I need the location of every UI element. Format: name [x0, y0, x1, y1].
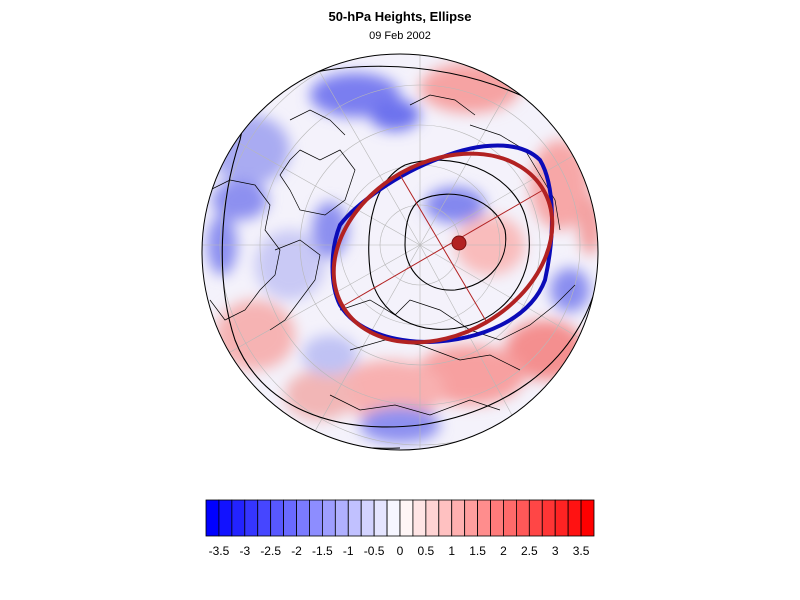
colorbar-tick-label: -2	[291, 544, 302, 558]
colorbar-tick-label: -1	[343, 544, 354, 558]
colorbar-swatch	[334, 499, 349, 537]
coast-eurasia	[339, 284, 576, 341]
colorbar-tick-label: 2	[500, 544, 507, 558]
meridian	[309, 54, 421, 246]
colorbar-swatch	[412, 499, 427, 537]
colorbar-tick-label: -0.5	[364, 544, 385, 558]
colorbar-swatch	[425, 499, 440, 537]
coast-north-america	[209, 179, 281, 321]
anomaly-positive-region	[285, 370, 355, 420]
colorbar-swatch	[205, 499, 220, 537]
colorbar-tick-label: 1	[448, 544, 455, 558]
colorbar-tick-label: 0	[397, 544, 404, 558]
coast-europe-asia	[349, 339, 521, 371]
anomaly-negative-region	[302, 335, 358, 375]
colorbar-swatch	[218, 499, 233, 537]
colorbar-swatch	[567, 499, 582, 537]
meridian	[224, 134, 421, 246]
ellipse-minor-axis	[399, 174, 487, 322]
globe-outline	[201, 53, 599, 451]
colorbar-swatch	[309, 499, 323, 537]
colorbar-tick-label: -3.5	[209, 544, 230, 558]
colorbar-swatch	[451, 499, 466, 537]
colorbar-tick-label: 2.5	[521, 544, 538, 558]
colorbar-swatch	[347, 499, 362, 537]
colorbar-swatch	[516, 499, 530, 537]
anomaly-negative-region	[360, 407, 440, 443]
map-date: 09 Feb 2002	[369, 30, 431, 42]
anomaly-positive-region	[530, 140, 590, 230]
ellipse-axes	[342, 174, 544, 322]
coast-north-africa	[329, 394, 501, 416]
colorbar-swatch	[580, 499, 595, 537]
height-contour-core	[404, 193, 507, 291]
fitted-ellipse	[331, 151, 555, 345]
meridian	[309, 244, 421, 441]
colorbar-swatch	[231, 499, 246, 537]
colorbar-tick-label: -2.5	[260, 544, 281, 558]
colorbar-swatch	[296, 499, 310, 537]
coast-greenland	[279, 149, 356, 216]
meridian	[224, 244, 421, 356]
coastlines	[209, 94, 576, 416]
height-contour-outer	[221, 65, 598, 428]
coast-arctic-islands	[289, 109, 346, 136]
colorbar-swatch	[373, 499, 388, 537]
anomaly-negative-region	[210, 115, 290, 185]
anomaly-negative-region	[425, 187, 485, 223]
colorbar-tick-label: -1.5	[312, 544, 333, 558]
colorbar-swatch	[386, 499, 401, 537]
colorbar-swatch	[554, 499, 569, 537]
anomaly-positive-region	[215, 300, 295, 370]
colorbar-swatch	[360, 499, 375, 537]
colorbar-swatch	[399, 499, 414, 537]
colorbar-swatch	[321, 499, 336, 537]
colorbar-swatch	[270, 499, 285, 537]
ellipse-centroid	[451, 235, 467, 251]
colorbar-swatch	[283, 499, 297, 537]
height-contour-inner	[368, 159, 530, 330]
anomaly-negative-region	[370, 99, 420, 131]
colorbar-swatch	[438, 499, 453, 537]
colorbar-tick-label: 3.5	[573, 544, 590, 558]
map-title: 50-hPa Heights, Ellipse	[328, 9, 472, 24]
anomaly-negative-region	[255, 230, 325, 300]
meridian	[419, 139, 598, 246]
colorbar-swatch	[541, 499, 556, 537]
colorbar-swatch	[244, 499, 259, 537]
colorbar-swatch	[464, 499, 479, 537]
colorbar-tick-label: 3	[552, 544, 559, 558]
coast-alaska	[409, 94, 476, 116]
coast-siberia	[469, 124, 561, 231]
colorbar: -3.5 -3 -2.5 -2 -1.5 -1 -0.5 0 0.5 1 1.5 2 2.5 3 3.5	[205, 499, 595, 558]
colorbar-swatch	[490, 499, 504, 537]
colorbar-swatch	[477, 499, 491, 537]
colorbar-tick-label: 0.5	[418, 544, 435, 558]
colorbar-swatch	[503, 499, 517, 537]
meridian	[419, 69, 521, 246]
meridian	[419, 244, 598, 351]
coast-hudson	[269, 239, 321, 331]
anomaly-negative-region	[212, 180, 268, 220]
globe	[201, 53, 599, 451]
colorbar-swatch	[528, 499, 543, 537]
colorbar-tick-label: 1.5	[469, 544, 486, 558]
colorbar-swatch	[257, 499, 272, 537]
colorbar-tick-label: -3	[239, 544, 250, 558]
anomaly-field	[207, 63, 598, 443]
